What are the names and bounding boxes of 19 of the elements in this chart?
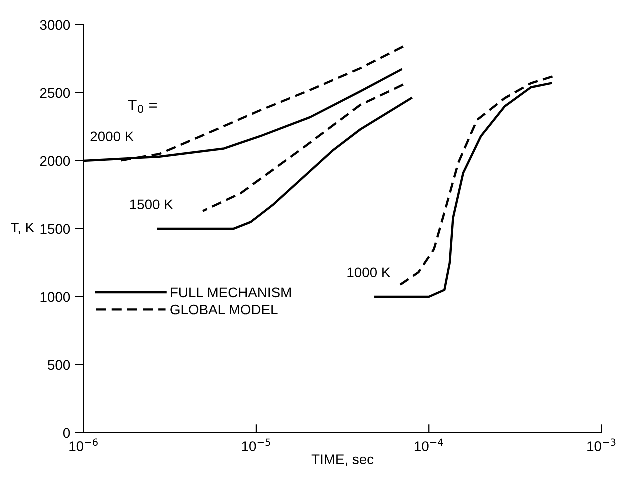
x-tick-label: 10$^{−3}$ xyxy=(588,438,616,452)
x-tick-label: 10$^{−5}$ xyxy=(242,438,270,452)
y-tick-label: 2500 xyxy=(40,88,70,98)
annotation: T$_{0}$ = xyxy=(128,100,157,114)
x-tick-label: 10$^{−6}$ xyxy=(70,438,98,452)
legend-label: FULL MECHANISM xyxy=(171,288,291,298)
y-axis-title: T, K xyxy=(11,222,34,234)
y-tick-label: 0 xyxy=(63,428,70,438)
annotation: 1000 K xyxy=(348,268,391,278)
y-tick-label: 1500 xyxy=(40,224,70,234)
annotation: 1500 K xyxy=(130,200,174,210)
y-tick-label: 2000 xyxy=(40,156,70,166)
legend-label: GLOBAL MODEL xyxy=(170,304,278,315)
y-tick-label: 1000 xyxy=(40,292,70,302)
x-tick-label: 10$^{−4}$ xyxy=(414,438,444,452)
y-tick-label: 500 xyxy=(48,360,70,370)
y-tick-label: 3000 xyxy=(40,20,70,30)
x-axis-title: TIME, sec xyxy=(312,454,374,466)
annotation: 2000 K xyxy=(90,132,134,142)
